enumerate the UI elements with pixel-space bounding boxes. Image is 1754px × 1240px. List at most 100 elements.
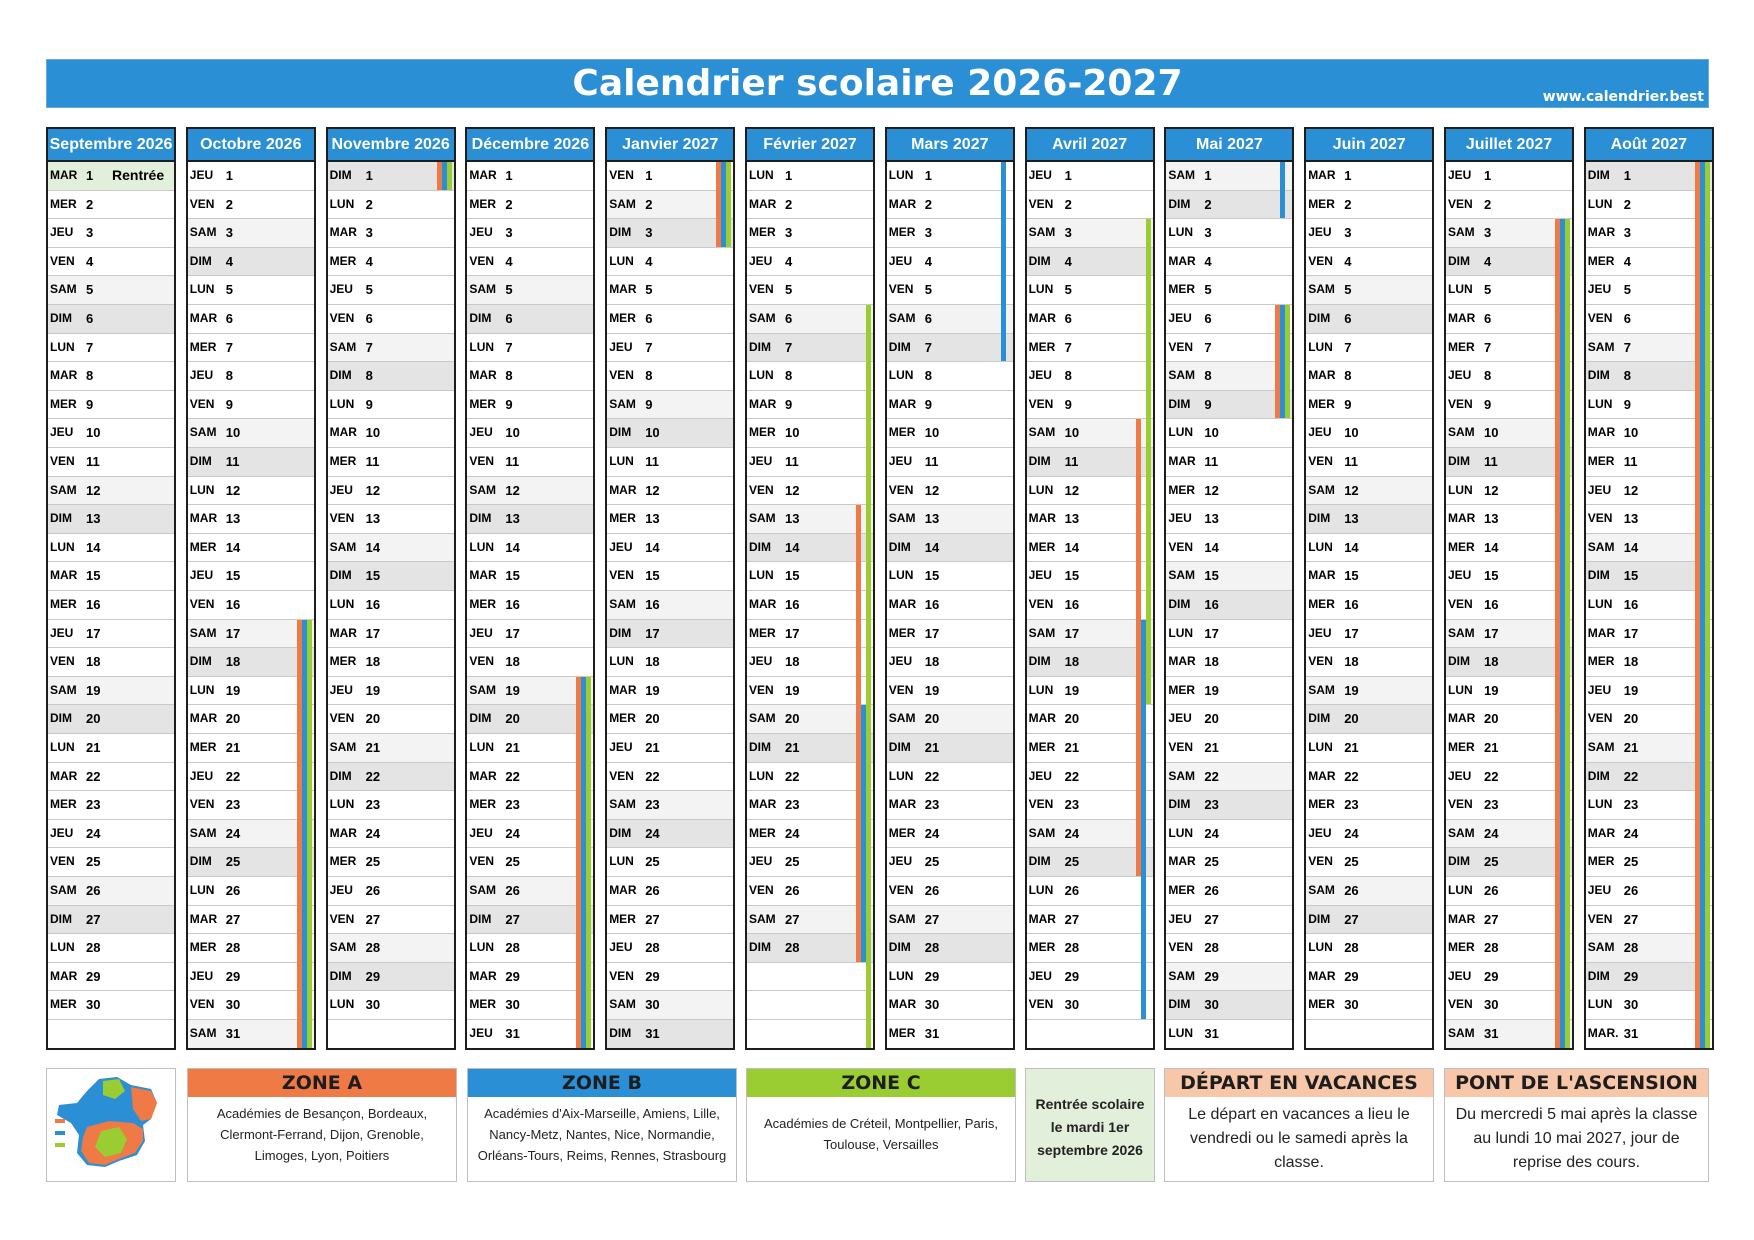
day-number: 13 [225, 511, 241, 527]
holiday-bar-zone-b [581, 676, 587, 1048]
day-number: 15 [924, 568, 940, 584]
day-name: SAM [1308, 482, 1335, 497]
day-number: 22 [1204, 768, 1219, 784]
day-name: MAR [50, 168, 78, 182]
day-number: 5 [1623, 282, 1632, 298]
day-number: 29 [1623, 968, 1639, 984]
day-row: LUN 7 [1306, 334, 1433, 363]
day-number: 8 [785, 368, 793, 384]
day-name: VEN [329, 511, 355, 526]
day-number: 12 [505, 482, 520, 498]
day-row: DIM 27 [467, 905, 594, 935]
day-number: 28 [86, 940, 101, 956]
day-number: 1 [1623, 168, 1632, 183]
day-name: JEU [329, 883, 353, 897]
day-row: MAR 26 [607, 877, 734, 906]
day-number: 21 [1064, 740, 1080, 755]
day-name: LUN [1587, 797, 1613, 812]
day-row: MAR 12 [607, 477, 734, 506]
day-name: MER [189, 339, 217, 354]
day-name: LUN [1028, 482, 1054, 497]
day-number: 31 [505, 1026, 520, 1041]
day-number: 2 [1484, 196, 1492, 212]
day-name: DIM [888, 539, 911, 554]
day-row: MER 21 [1026, 734, 1153, 763]
day-row: JEU 25 [886, 848, 1013, 877]
day-row: JEU 11 [886, 448, 1013, 477]
day-row: SAM 10 [1026, 419, 1153, 448]
day-row: MAR 9 [886, 391, 1013, 420]
day-name: MER [329, 854, 357, 869]
day-number: 10 [785, 425, 800, 441]
day-number: 26 [365, 883, 381, 898]
day-row: JEU 26 [1585, 877, 1712, 906]
day-number: 7 [225, 339, 234, 355]
day-row: MER 3 [747, 219, 873, 248]
day-number: 24 [1204, 825, 1219, 841]
day-name: LUN [50, 339, 75, 354]
day-row: MAR 23 [886, 791, 1013, 820]
day-row: VEN 20 [1585, 705, 1712, 734]
day-row: MAR 4 [1166, 248, 1293, 277]
day-number: 23 [645, 797, 660, 813]
rentree-note: Rentrée [112, 167, 165, 183]
day-row: DIM 27 [48, 905, 174, 935]
day-row: MER 9 [467, 391, 594, 420]
day-row [1026, 1020, 1153, 1048]
day-number: 25 [645, 854, 660, 870]
month-column: Septembre 2026 MAR 1 Rentrée MER 2 JEU 3 VEN 4 SAM… [46, 127, 176, 1050]
day-name: JEU [888, 654, 913, 669]
day-number: 2 [645, 196, 653, 212]
day-number: 7 [505, 339, 513, 355]
day-number: 21 [645, 740, 660, 755]
day-row: LUN 19 [1026, 677, 1153, 706]
day-name: LUN [609, 654, 634, 669]
day-number: 12 [1623, 482, 1639, 498]
day-row: MAR 2 [747, 191, 873, 220]
day-number: 11 [365, 454, 380, 469]
day-number: 4 [225, 253, 234, 269]
day-number: 11 [1623, 454, 1638, 469]
day-name: MAR [1168, 253, 1196, 268]
day-row: SAM 21 [327, 734, 454, 763]
day-row: MAR 27 [187, 906, 314, 935]
day-row: DIM 18 [1446, 648, 1572, 677]
day-row: MAR 1 Rentrée [48, 162, 174, 191]
day-name: DIM [469, 711, 492, 726]
day-row: MAR 3 [327, 219, 454, 248]
day-number: 8 [645, 368, 653, 384]
day-name: MAR [1587, 825, 1616, 840]
day-name: SAM [189, 425, 217, 440]
day-row: SAM 29 [1166, 962, 1293, 992]
day-row: VEN 27 [1585, 906, 1712, 935]
day-number: 30 [1484, 997, 1499, 1013]
day-name: MER [189, 940, 217, 955]
day-row: JEU 1 [1446, 162, 1572, 191]
day-number: 5 [225, 282, 234, 298]
day-row: DIM 11 [1446, 448, 1572, 477]
day-number: 26 [785, 883, 800, 898]
day-row: DIM 4 [187, 247, 314, 277]
day-name: DIM [1587, 568, 1610, 583]
day-name: LUN [189, 682, 215, 697]
day-number: 15 [86, 568, 101, 584]
day-name: LUN [1448, 282, 1473, 297]
day-row: MER 31 [886, 1020, 1013, 1048]
day-row: SAM 6 [886, 305, 1013, 334]
day-row: DIM 24 [607, 819, 734, 849]
day-name: DIM [888, 740, 911, 754]
day-number: 8 [1344, 368, 1352, 384]
day-name: DIM [1168, 797, 1191, 812]
day-number: 12 [1064, 482, 1080, 498]
day-number: 6 [1064, 311, 1072, 326]
day-name: SAM [1028, 225, 1056, 240]
day-row: VEN 25 [1306, 848, 1433, 877]
day-number: 12 [365, 482, 381, 498]
day-row: JEU 26 [327, 877, 454, 906]
day-name: LUN [189, 482, 215, 497]
day-name: JEU [888, 253, 913, 268]
day-name: MER [1308, 597, 1335, 611]
day-number: 30 [365, 997, 381, 1013]
day-name: SAM [50, 883, 77, 897]
day-number: 14 [1064, 539, 1080, 555]
